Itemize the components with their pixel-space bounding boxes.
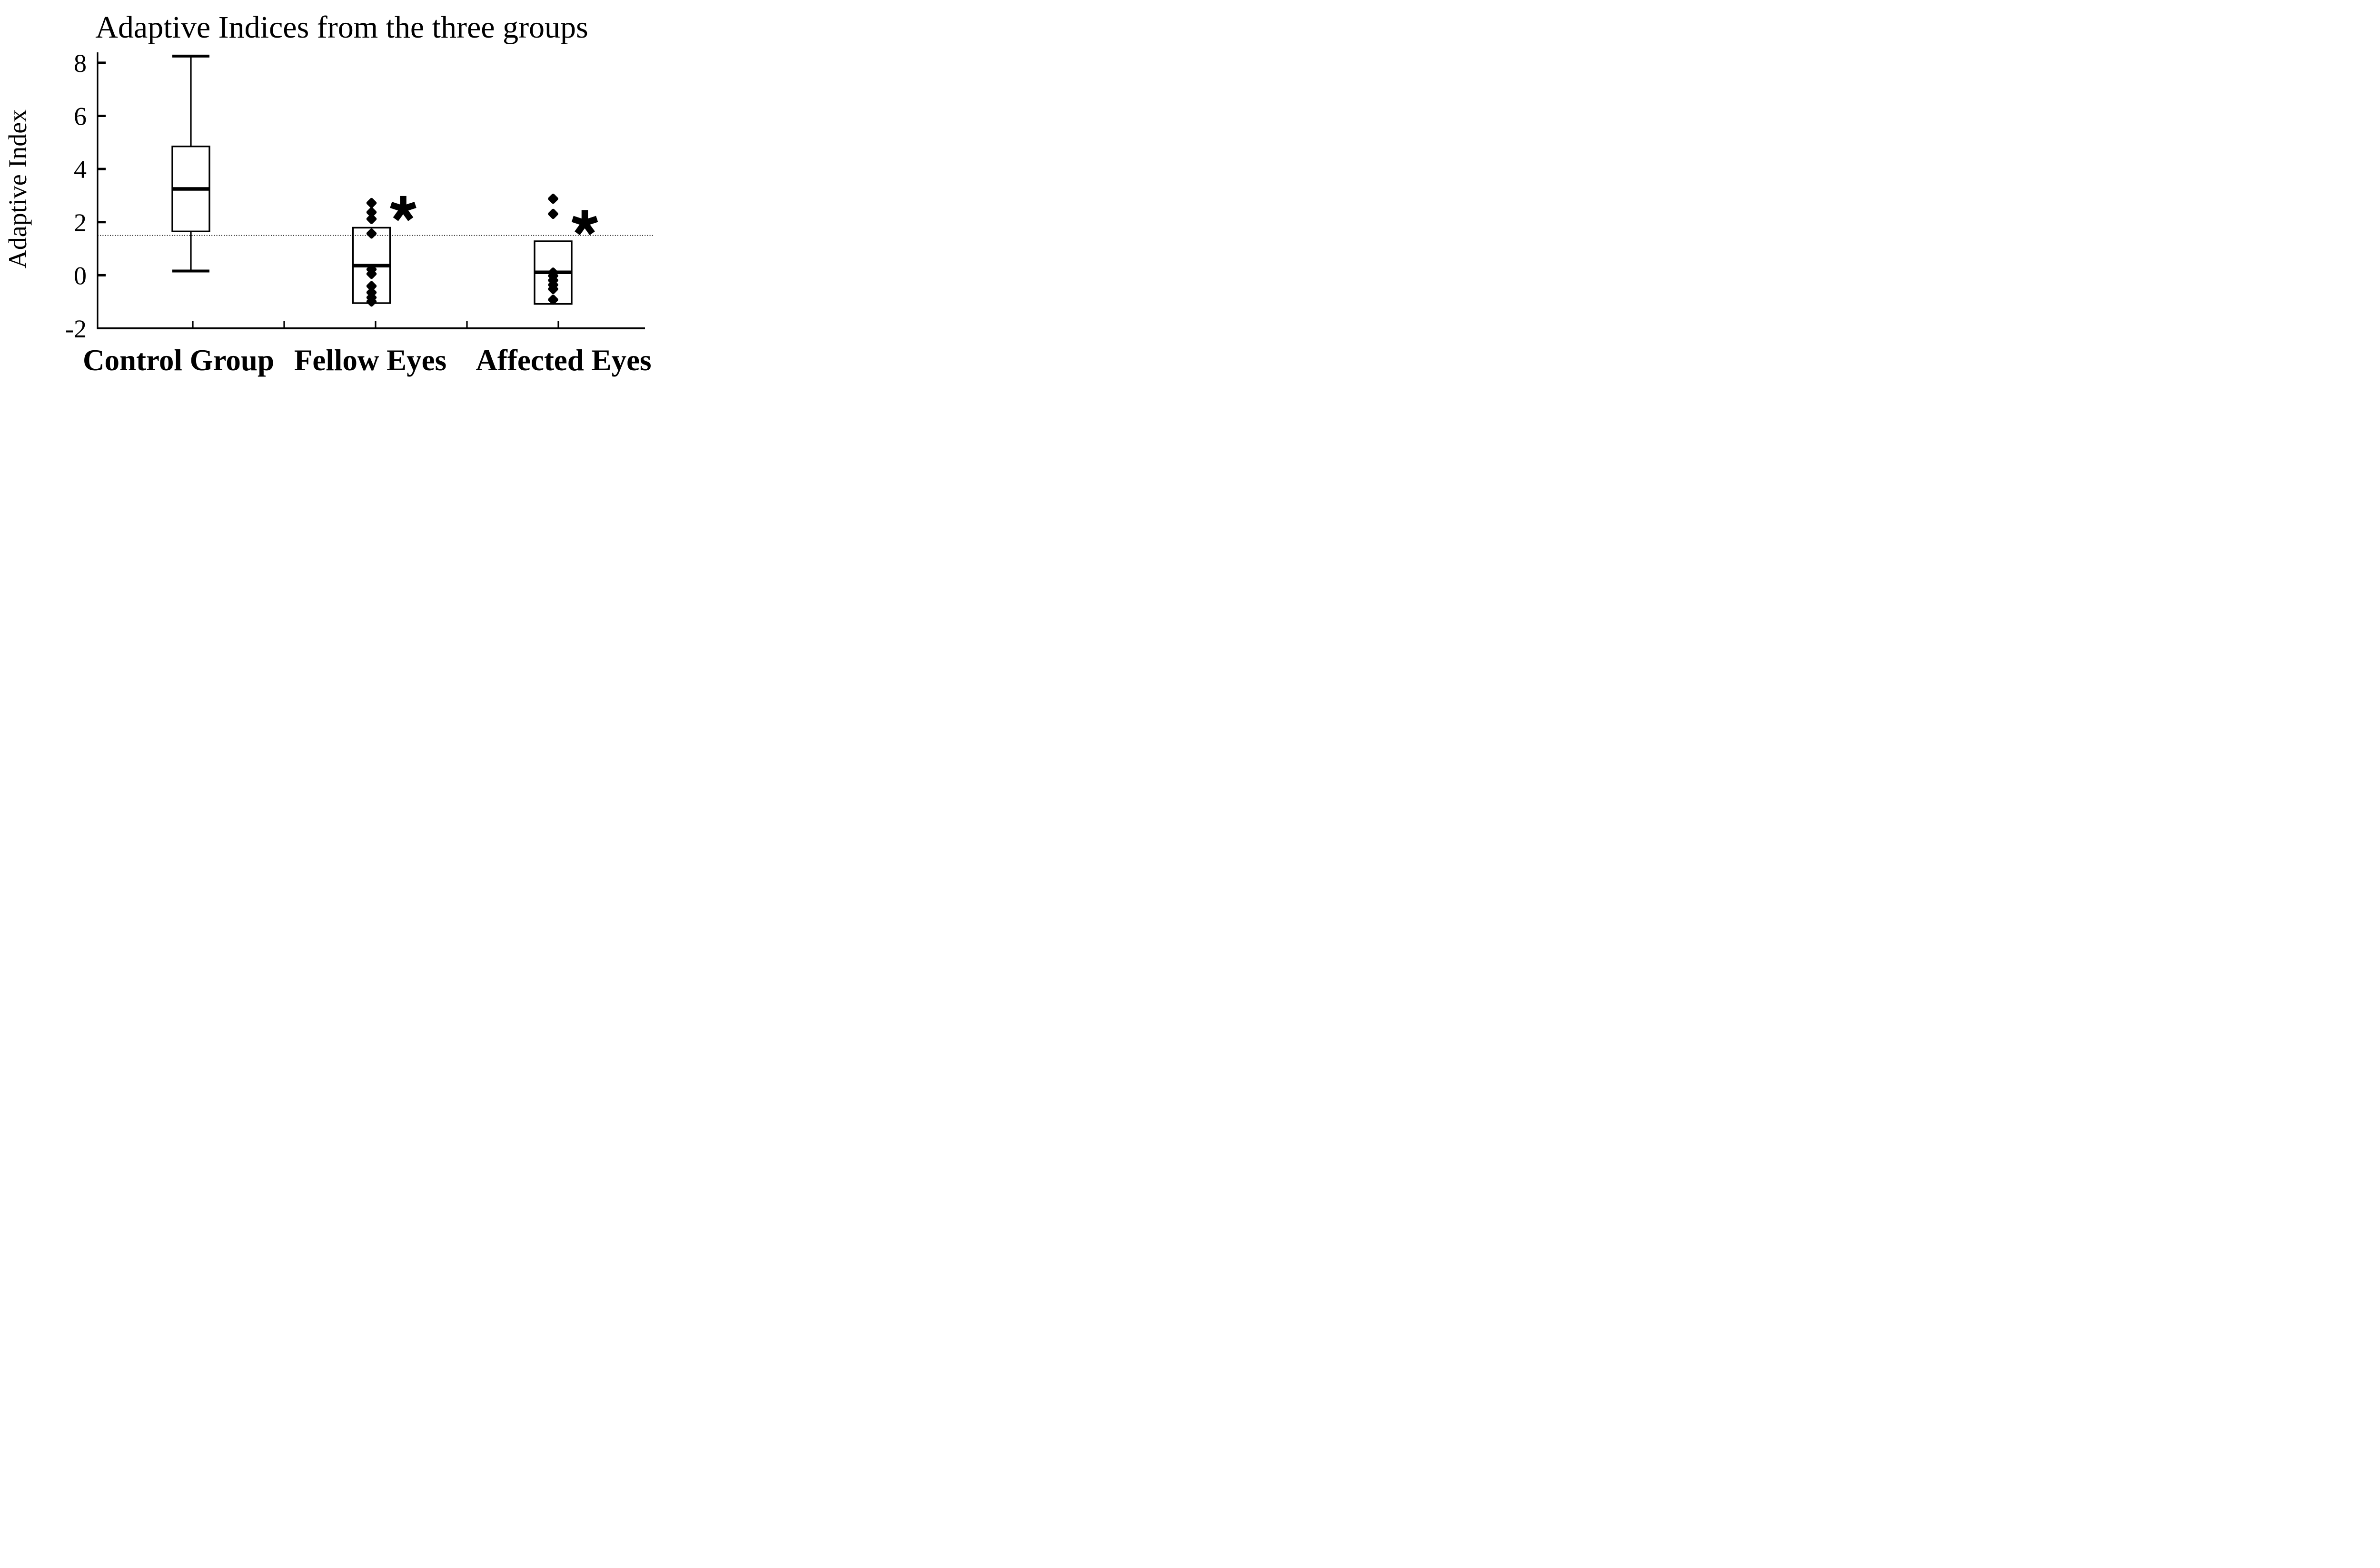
significance-asterisk — [571, 210, 598, 236]
y-tick-label: 6 — [74, 102, 87, 131]
chart-title: Adaptive Indices from the three groups — [95, 10, 588, 45]
y-tick-label: 0 — [74, 261, 87, 290]
boxplot-figure: Adaptive Indices from the three groups Ad… — [0, 0, 669, 392]
data-point-diamond — [548, 284, 558, 295]
data-point-diamond — [366, 197, 377, 208]
asterisk-arm — [393, 207, 406, 221]
y-tick-label: -2 — [65, 315, 87, 343]
significance-asterisk — [390, 196, 416, 221]
data-point-diamond — [548, 193, 558, 204]
data-point-diamond — [548, 208, 558, 219]
data-point-diamond — [366, 296, 377, 307]
data-point-diamond — [366, 268, 377, 279]
x-category-label: Control Group — [83, 344, 274, 377]
y-tick-label: 2 — [74, 208, 87, 237]
y-tick-label: 8 — [74, 49, 87, 78]
data-point-diamond — [366, 214, 377, 224]
boxplot-chart-canvas: Adaptive Indices from the three groups Ad… — [3, 10, 653, 377]
y-tick-label: 4 — [74, 155, 87, 184]
data-point-diamond — [366, 228, 377, 239]
data-point-diamond — [548, 295, 558, 305]
asterisk-arm — [575, 221, 587, 236]
x-category-label: Affected Eyes — [476, 344, 651, 377]
y-axis-label: Adaptive Index — [3, 109, 32, 268]
x-category-label: Fellow Eyes — [294, 344, 446, 377]
